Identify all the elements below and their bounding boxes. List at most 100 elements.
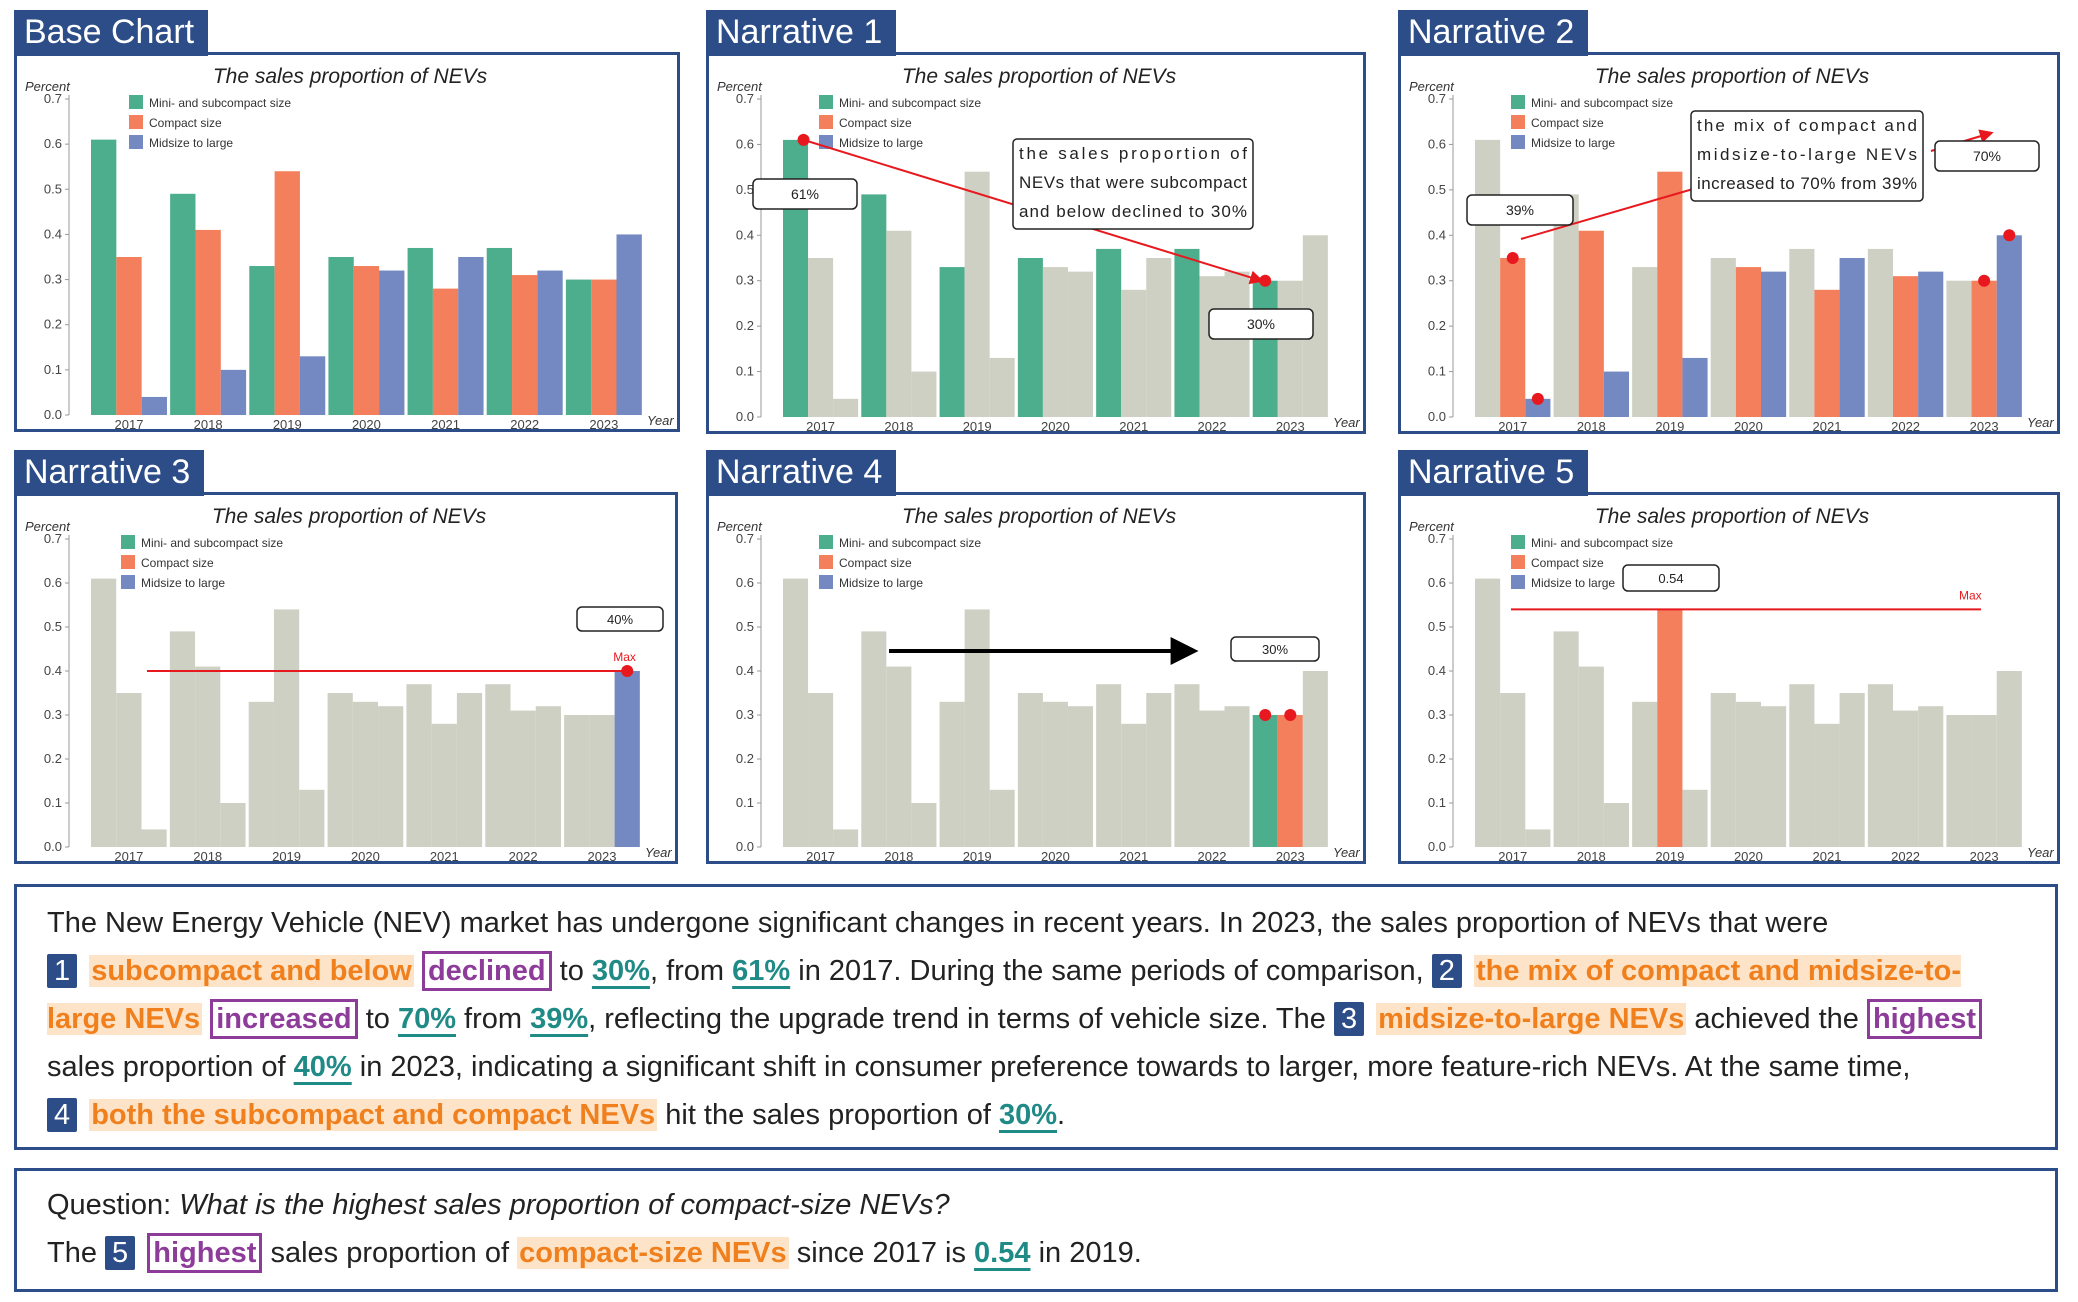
x-tick-label: 2022 [510,417,539,432]
answer-subject: compact-size NEVs [517,1237,789,1269]
bar-2018-series-0 [861,631,887,847]
y-tick-label: 0.6 [44,575,62,590]
bar-2017-series-2 [1525,398,1551,417]
narrative-number-badge: 3 [1333,1002,1365,1036]
chart-title: The sales proportion of NEVs [902,505,1177,528]
chart-base: The sales proportion of NEVs Percent Year 0… [14,52,680,432]
bar-2018-series-0 [170,193,196,415]
chart-narrative-2: The sales proportion of NEVs Percent Year 0… [1398,52,2060,434]
y-tick-label: 0.2 [44,751,62,766]
legend-label: Compact size [1531,556,1604,570]
x-tick-label: 2022 [509,849,538,864]
y-tick-label: 0.5 [736,619,754,634]
narrative-verb: declined [421,951,552,991]
panel-title: Narrative 5 [1398,450,1589,496]
y-axis-label: Percent [25,79,71,94]
narrative-value: 30% [591,955,650,987]
annotation-text-line-2: and below declined to 30% [1019,202,1247,221]
bar-2018-series-0 [1553,631,1579,847]
x-tick-label: 2021 [1813,419,1842,434]
y-tick-label: 0.3 [44,272,62,287]
legend-swatch [819,555,833,569]
x-tick-label: 2017 [806,849,835,864]
panel-narrative-5: Narrative 5 The sales proportion of NEVs… [1398,450,2060,864]
bar-2022-series-0 [486,247,513,415]
panel-narrative-4: Narrative 4 The sales proportion of NEVs… [706,450,1366,864]
narrative-text: in 2023, indicating a significant shift … [359,1051,1911,1083]
y-tick-label: 0.3 [1428,273,1446,288]
bar-2023-series-0 [564,715,590,847]
bar-2020-series-2 [378,706,404,847]
x-tick-label: 2023 [1276,419,1305,434]
legend-swatch [1511,555,1525,569]
chart-title: The sales proportion of NEVs [212,505,487,528]
legend-swatch [121,535,135,549]
bar-2022-series-0 [485,684,511,847]
chart-narrative-3: The sales proportion of NEVs Percent Year 0… [14,492,678,864]
narrative-intro: The New Energy Vehicle (NEV) market has … [47,907,1829,939]
question-text: What is the highest sales proportion of … [179,1189,950,1221]
bar-2023-series-2 [1996,235,2022,417]
x-tick-label: 2019 [963,419,992,434]
highlight-dot [1978,274,1991,287]
y-tick-label: 0.5 [1428,182,1446,197]
x-tick-label: 2022 [1891,419,1920,434]
bar-2019-series-1 [964,609,990,847]
x-tick-label: 2023 [589,417,618,432]
legend-label: Midsize to large [839,136,923,150]
bar-2018-series-2 [1603,803,1629,847]
narrative-number-badge: 2 [1431,954,1462,988]
answer-verb: highest [147,1233,263,1273]
bar-2021-series-1 [1814,289,1840,417]
y-tick-label: 0.1 [1428,364,1446,379]
legend-label: Compact size [839,116,912,130]
x-tick-label: 2017 [114,849,143,864]
annotation-label-end-box [1934,140,2040,172]
narrative-subject: both the subcompact and compact NEVs [89,1099,658,1131]
annotation-label-end-box [1208,308,1314,340]
chart-title: The sales proportion of NEVs [1595,65,1870,88]
annotation-label-start-box [1466,194,1574,226]
y-tick-label: 0.2 [1428,751,1446,766]
bar-2021-series-2 [1839,693,1865,847]
x-tick-label: 2017 [806,419,835,434]
bar-2017-series-1 [1500,258,1526,417]
legend-label: Midsize to large [839,576,923,590]
y-tick-label: 0.1 [736,795,754,810]
y-tick-label: 0.3 [44,707,62,722]
bar-2022-series-0 [1174,248,1200,417]
bar-2020-series-0 [328,257,354,415]
narrative-value: 70% [397,1003,456,1035]
legend-swatch [121,575,135,589]
panel-narrative-3: Narrative 3 The sales proportion of NEVs… [14,450,678,864]
y-axis-label: Percent [1409,79,1455,94]
x-tick-label: 2020 [352,417,381,432]
x-tick-label: 2022 [1198,419,1227,434]
narrative-value: 40% [293,1051,352,1083]
bar-2022-series-0 [1174,684,1200,847]
x-tick-label: 2019 [272,849,301,864]
bar-2019-series-0 [1632,701,1658,847]
x-tick-label: 2020 [1041,419,1070,434]
bar-2020-series-0 [327,693,353,847]
x-axis-label: Year [2027,415,2054,430]
y-tick-label: 0.7 [1428,531,1446,546]
question-label: Question: [47,1189,172,1221]
bar-2023-series-0 [1946,280,1972,417]
x-tick-label: 2022 [1891,849,1920,864]
y-tick-label: 0.2 [736,751,754,766]
bar-2023-series-1 [1277,280,1303,417]
narrative-number-badge: 1 [47,954,78,988]
annotation-text-line-2: increased to 70% from 39% [1697,174,1917,193]
y-tick-label: 0.3 [736,273,754,288]
bar-2023-series-2 [1996,671,2022,847]
bar-2021-series-1 [432,288,459,415]
y-tick-label: 0.1 [736,364,754,379]
y-tick-label: 0.0 [1428,409,1446,424]
bar-2020-series-1 [1042,701,1068,847]
bar-2023-series-1 [591,279,617,415]
x-tick-label: 2020 [1041,849,1070,864]
bar-2023-series-2 [1302,671,1328,847]
legend-label: Compact size [839,556,912,570]
bar-2023-series-2 [616,234,642,415]
